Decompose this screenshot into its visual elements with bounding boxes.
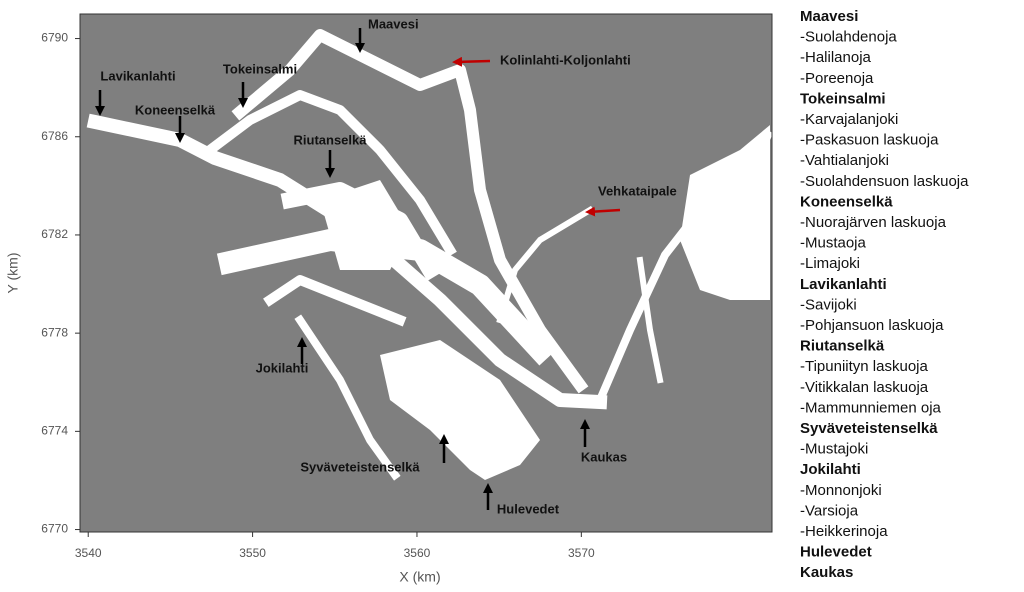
legend-item: -Tipuniityn laskuoja (800, 358, 928, 375)
x-axis-label: X (km) (399, 569, 440, 585)
y-tick-label: 6778 (41, 325, 68, 339)
place-label: Kolinlahti-Koljonlahti (500, 52, 631, 67)
water-channel (263, 275, 407, 327)
legend-item: -Paskasuon laskuoja (800, 132, 939, 149)
water-basin (380, 340, 540, 480)
legend-group-title: Jokilahti (800, 461, 861, 478)
legend-item: -Nuorajärven laskuoja (800, 214, 947, 231)
place-arrow (452, 56, 491, 67)
legend-item: -Mustaoja (800, 235, 867, 252)
y-tick-label: 6770 (41, 522, 68, 536)
legend-item: -Vitikkalan laskuoja (800, 379, 929, 396)
place-label: Jokilahti (256, 360, 309, 375)
y-tick-label: 6774 (41, 424, 68, 438)
water-channel (496, 205, 595, 324)
legend-group-title: Kaukas (800, 564, 853, 581)
legend-item: -Poreenoja (800, 70, 874, 87)
legend-group-title: Maavesi (800, 8, 858, 25)
water-channel (294, 314, 401, 481)
legend-group-title: Riutanselkä (800, 338, 885, 355)
y-tick-label: 6786 (41, 129, 68, 143)
legend-item: -Heikkerinoja (800, 523, 888, 540)
x-tick-label: 3570 (568, 546, 595, 560)
legend-item: -Varsioja (800, 502, 859, 519)
water-channel (203, 90, 457, 257)
place-label: Hulevedet (497, 501, 560, 516)
place-label: Riutanselkä (294, 132, 368, 147)
place-label: Lavikanlahti (100, 68, 175, 83)
legend-item: -Mammunniemen oja (800, 399, 942, 416)
legend-group-title: Lavikanlahti (800, 276, 887, 293)
legend-item: -Mustajoki (800, 441, 868, 458)
legend-group-title: Hulevedet (800, 544, 872, 561)
legend-item: -Savijoki (800, 296, 857, 313)
legend-group-title: Tokeinsalmi (800, 90, 886, 107)
legend-group-title: Syväveteistenselkä (800, 420, 938, 437)
plot-frame (79, 13, 773, 533)
y-tick-label: 6790 (41, 31, 68, 45)
y-axis-label: Y (km) (5, 253, 21, 294)
y-tick-label: 6782 (41, 227, 68, 241)
legend-item: -Halilanoja (800, 49, 872, 66)
place-label: Syväveteistenselkä (300, 459, 420, 474)
legend-item: -Vahtialanjoki (800, 152, 889, 169)
x-tick-label: 3540 (75, 546, 102, 560)
place-label: Kaukas (581, 449, 627, 464)
legend-item: -Karvajalanjoki (800, 111, 898, 128)
x-tick-label: 3560 (404, 546, 431, 560)
water-basin (680, 125, 770, 300)
water-basin (320, 180, 410, 270)
place-arrow (585, 206, 621, 217)
x-tick-label: 3550 (239, 546, 266, 560)
legend-item: -Limajoki (800, 255, 860, 272)
legend-item: -Suolahdenoja (800, 29, 897, 46)
water-channel (636, 256, 664, 384)
legend-item: -Suolahdensuon laskuoja (800, 173, 969, 190)
place-label: Koneenselkä (135, 102, 216, 117)
place-label: Maavesi (368, 16, 419, 31)
legend-item: -Pohjansuon laskuoja (800, 317, 944, 334)
place-label: Vehkataipale (598, 183, 677, 198)
legend-group-title: Koneenselkä (800, 193, 893, 210)
legend-item: -Monnonjoki (800, 482, 882, 499)
place-label: Tokeinsalmi (223, 61, 297, 76)
